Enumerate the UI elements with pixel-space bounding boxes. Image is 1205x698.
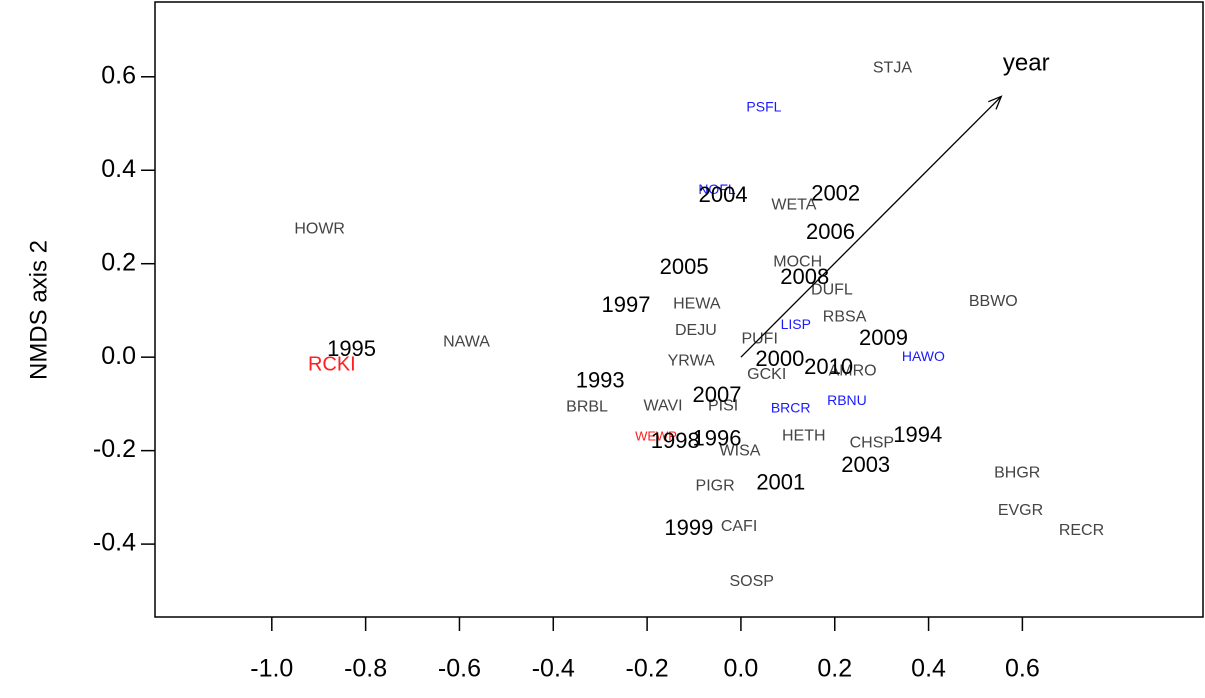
y-tick-label: -0.2: [93, 435, 136, 463]
y-tick-label: 0.0: [101, 342, 136, 370]
arrow-head: [988, 95, 1003, 110]
point-label: RCKI: [308, 353, 356, 375]
y-tick-label: 0.4: [101, 155, 136, 183]
point-label: GCKI: [747, 366, 786, 383]
point-label: 2009: [859, 325, 908, 350]
point-label: 1998: [651, 428, 700, 453]
point-label: RBNU: [827, 392, 867, 408]
point-label: 2002: [811, 180, 860, 205]
point-label: RECR: [1059, 522, 1104, 539]
point-label: SOSP: [729, 573, 773, 590]
point-label: PSFL: [746, 98, 781, 114]
point-label: RBSA: [823, 309, 867, 326]
point-label: 2001: [756, 470, 805, 495]
point-label: WEWP: [635, 429, 677, 444]
x-tick-label: -0.4: [532, 655, 575, 683]
point-label: 1996: [693, 426, 742, 451]
y-tick-label: -0.4: [93, 529, 136, 557]
point-label: MOCH: [773, 254, 822, 271]
point-label: STJA: [873, 60, 912, 77]
point-label: 2010: [804, 354, 853, 379]
point-label: AMRO: [829, 362, 877, 379]
point-label: 1994: [893, 422, 942, 447]
x-tick-label: 0.0: [724, 655, 759, 683]
plot-frame: [154, 1, 1204, 618]
point-label: HOWR: [294, 220, 345, 237]
point-label: DUFL: [811, 282, 853, 299]
point-label: 1995: [327, 336, 376, 361]
point-label: HEWA: [673, 296, 721, 313]
point-label: 2000: [755, 346, 804, 371]
arrow-label: year: [1003, 50, 1050, 77]
point-label: EVGR: [998, 502, 1043, 519]
point-label: 1997: [602, 292, 651, 317]
point-label: 1999: [664, 515, 713, 540]
x-tick-label: -1.0: [250, 655, 293, 683]
point-label: PISI: [708, 397, 738, 414]
point-label: PIGR: [696, 477, 735, 494]
x-tick-label: 0.4: [911, 655, 946, 683]
point-label: BRBL: [566, 398, 608, 415]
point-label: NOFL: [698, 181, 736, 197]
point-label: BRCR: [771, 400, 811, 416]
point-label: 2003: [841, 452, 890, 477]
y-axis-label: NMDS axis 2: [25, 240, 52, 380]
point-label: CHSP: [850, 434, 894, 451]
point-label: YRWA: [668, 353, 715, 370]
point-label: 1993: [576, 368, 625, 393]
point-label: BHGR: [994, 464, 1040, 481]
point-label: 2004: [699, 182, 748, 207]
point-label: HETH: [782, 427, 826, 444]
point-label: DEJU: [675, 322, 717, 339]
point-label: 2005: [660, 254, 709, 279]
y-tick-label: 0.2: [101, 248, 136, 276]
point-label: 2007: [693, 382, 742, 407]
vector-arrow: [740, 95, 1002, 358]
point-label: BBWO: [969, 293, 1018, 310]
x-tick-label: 0.6: [1005, 655, 1040, 683]
x-tick-label: 0.2: [817, 655, 852, 683]
point-label: WETA: [771, 197, 816, 214]
point-label: NAWA: [443, 333, 490, 350]
x-tick-label: -0.8: [344, 655, 387, 683]
x-tick-label: -0.2: [626, 655, 669, 683]
point-label: WAVI: [643, 397, 682, 414]
y-tick-label: 0.6: [101, 61, 136, 89]
point-label: CAFI: [721, 518, 757, 535]
point-label: WISA: [720, 442, 761, 459]
point-label: HAWO: [902, 348, 945, 364]
point-label: 2006: [806, 219, 855, 244]
x-tick-label: -0.6: [438, 655, 481, 683]
point-label: LISP: [781, 316, 811, 332]
